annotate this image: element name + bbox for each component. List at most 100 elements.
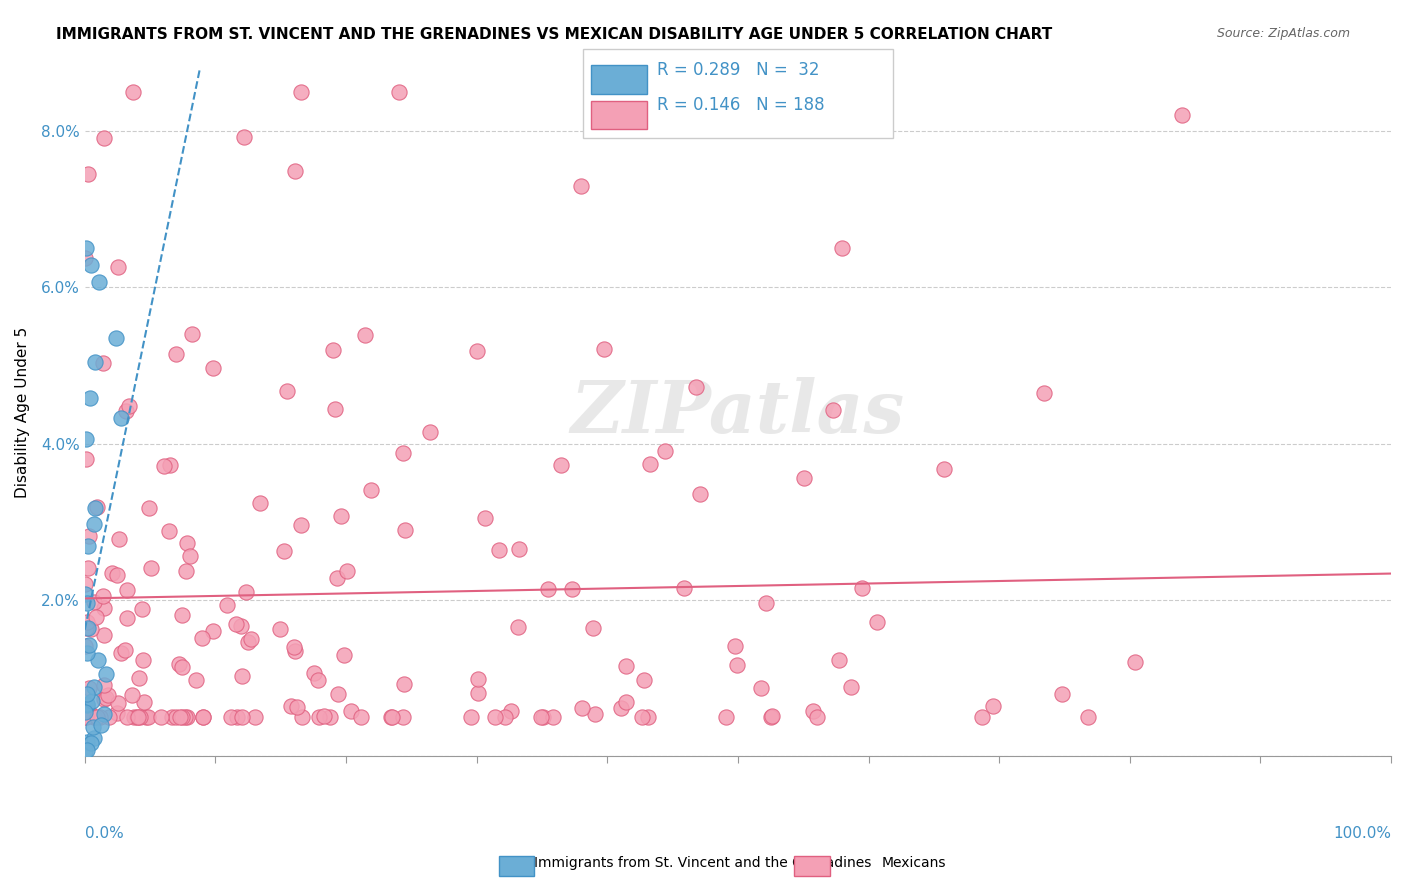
Point xyxy=(131,652,153,666)
Point xyxy=(633,673,655,687)
Point xyxy=(157,524,180,538)
Point xyxy=(79,681,101,695)
Point xyxy=(322,343,344,357)
Text: Source: ZipAtlas.com: Source: ZipAtlas.com xyxy=(1216,27,1350,40)
Point xyxy=(614,658,637,673)
Point xyxy=(75,705,97,719)
Point xyxy=(93,600,115,615)
Point xyxy=(80,736,103,750)
Point xyxy=(76,646,98,660)
Point xyxy=(75,710,97,724)
Point xyxy=(336,564,359,578)
Point xyxy=(312,709,335,723)
Point xyxy=(467,343,489,358)
Point xyxy=(75,587,97,601)
Point xyxy=(761,708,783,723)
Point xyxy=(176,710,198,724)
Point xyxy=(97,689,120,703)
Point xyxy=(75,433,97,447)
Point xyxy=(76,697,98,711)
Point xyxy=(159,458,181,472)
Point xyxy=(110,646,132,660)
Point xyxy=(149,710,172,724)
Point xyxy=(1171,108,1194,122)
Point xyxy=(571,701,593,715)
Point xyxy=(484,710,506,724)
Point xyxy=(934,462,956,476)
Point xyxy=(972,710,994,724)
Point xyxy=(75,577,97,591)
Point xyxy=(243,710,266,724)
Point xyxy=(236,635,259,649)
Point xyxy=(94,690,117,705)
Point xyxy=(75,451,97,466)
Point xyxy=(83,595,105,609)
Point xyxy=(77,621,100,635)
Point xyxy=(179,549,201,564)
Text: ZIPatlas: ZIPatlas xyxy=(571,376,905,448)
Point xyxy=(93,628,115,642)
Point xyxy=(827,653,849,667)
Point xyxy=(108,532,131,546)
Point xyxy=(821,403,844,417)
Point xyxy=(231,710,253,724)
Point xyxy=(91,589,114,603)
Point xyxy=(239,632,262,646)
Point xyxy=(83,710,105,724)
Point xyxy=(80,622,103,636)
Point xyxy=(755,596,778,610)
Point xyxy=(308,710,330,724)
Point xyxy=(689,487,711,501)
Point xyxy=(93,691,115,706)
Point xyxy=(231,669,253,683)
Point xyxy=(725,658,748,673)
Point xyxy=(569,178,592,193)
Point xyxy=(105,567,128,582)
Point xyxy=(118,399,141,413)
Point xyxy=(506,620,529,634)
Point xyxy=(614,695,637,709)
Point xyxy=(326,570,349,584)
Point xyxy=(86,500,108,514)
Point xyxy=(284,164,307,178)
Point xyxy=(110,411,132,425)
Point xyxy=(117,710,139,724)
Point xyxy=(125,710,148,724)
Point xyxy=(138,500,160,515)
Point xyxy=(82,720,104,734)
Point xyxy=(249,496,271,510)
Point xyxy=(541,710,564,724)
Point xyxy=(333,648,356,662)
Point xyxy=(122,85,145,99)
Point xyxy=(561,582,583,596)
Point xyxy=(84,610,107,624)
Point xyxy=(87,275,110,289)
Point xyxy=(714,710,737,724)
Point xyxy=(467,672,489,686)
Point xyxy=(91,355,114,369)
Point xyxy=(83,516,105,531)
Point xyxy=(170,660,193,674)
Point xyxy=(350,710,373,724)
Point xyxy=(1033,385,1056,400)
Point xyxy=(94,667,117,681)
Point xyxy=(114,403,136,417)
Point xyxy=(291,710,314,724)
Text: Immigrants from St. Vincent and the Grenadines: Immigrants from St. Vincent and the Gren… xyxy=(534,855,872,870)
Point xyxy=(80,258,103,272)
Point xyxy=(76,698,98,712)
Point xyxy=(1123,655,1146,669)
Point xyxy=(1050,687,1073,701)
Point xyxy=(391,446,413,460)
Point xyxy=(75,621,97,635)
Point xyxy=(474,511,496,525)
Point xyxy=(191,631,214,645)
Point xyxy=(326,688,349,702)
Point xyxy=(290,518,312,533)
Point xyxy=(637,710,659,724)
Point xyxy=(82,694,104,708)
Point xyxy=(174,710,197,724)
Point xyxy=(460,710,482,724)
Point xyxy=(153,458,176,473)
Point xyxy=(129,710,152,724)
